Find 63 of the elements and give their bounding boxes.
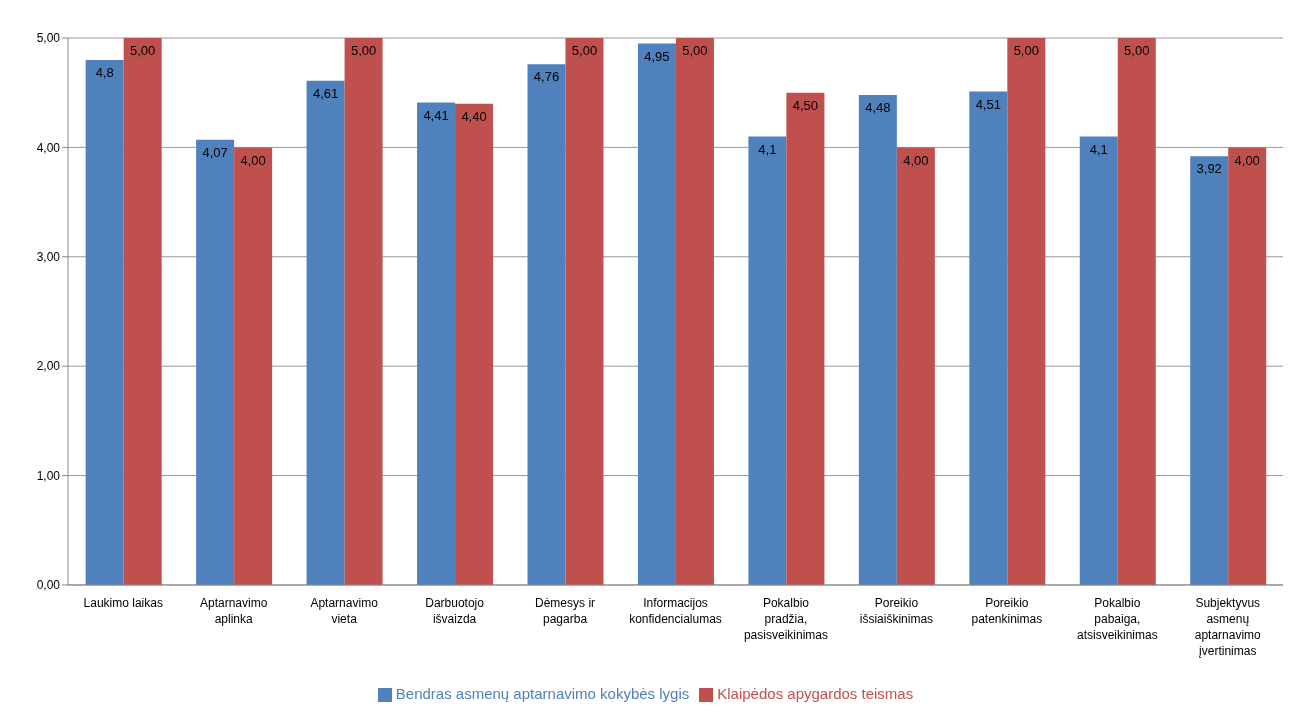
data-label: 5,00 bbox=[350, 43, 377, 59]
bar bbox=[344, 38, 383, 585]
data-label: 4,07 bbox=[202, 144, 228, 160]
data-label: 5,00 bbox=[571, 43, 598, 59]
data-label: 4,00 bbox=[240, 152, 266, 168]
bar bbox=[527, 64, 566, 585]
bar bbox=[1117, 38, 1156, 585]
x-tick-label: Dėmesys ir pagarba bbox=[535, 595, 596, 626]
x-tick-label: Aptarnavimo vieta bbox=[310, 595, 379, 626]
bar bbox=[1079, 136, 1118, 585]
data-label: 4,76 bbox=[533, 69, 560, 85]
bar bbox=[858, 94, 897, 585]
data-label: 4,00 bbox=[1234, 152, 1260, 168]
y-tick-label: 2,00 bbox=[36, 359, 61, 374]
data-label: 4,8 bbox=[95, 65, 114, 81]
bar bbox=[969, 91, 1008, 585]
bar bbox=[417, 102, 456, 585]
bar bbox=[1190, 156, 1229, 585]
data-label: 4,41 bbox=[423, 107, 449, 123]
data-label: 5,00 bbox=[1013, 43, 1039, 59]
bar bbox=[123, 38, 162, 585]
data-label: 4,61 bbox=[312, 85, 339, 101]
x-tick-label: Darbuotojo išvaizda bbox=[425, 595, 485, 626]
x-tick-label: Poreikio išsiaiškinimas bbox=[859, 595, 934, 626]
bar bbox=[234, 147, 273, 585]
data-label: 4,1 bbox=[1089, 141, 1108, 157]
bar bbox=[196, 139, 235, 585]
x-tick-label: Pokalbio pradžia, pasisveikinimas bbox=[743, 595, 828, 642]
bar bbox=[637, 43, 676, 585]
x-tick-label: Pokalbio pabaiga, atsisveikinimas bbox=[1076, 595, 1158, 642]
x-tick-label: Informacijos konfidencialumas bbox=[629, 595, 722, 626]
bar bbox=[455, 103, 494, 585]
data-label: 3,92 bbox=[1196, 161, 1222, 177]
bar bbox=[896, 147, 935, 585]
data-label: 4,40 bbox=[461, 108, 487, 124]
data-label: 5,00 bbox=[1124, 43, 1150, 59]
legend-label: Klaipėdos apygardos teismas bbox=[717, 684, 914, 702]
bar bbox=[786, 92, 825, 585]
bar bbox=[1228, 147, 1267, 585]
x-tick-label: Subjektyvus asmenų aptarnavimo įvertinimas bbox=[1194, 595, 1262, 658]
data-label: 4,00 bbox=[903, 152, 929, 168]
y-tick-label: 5,00 bbox=[36, 31, 61, 46]
bar bbox=[748, 136, 787, 585]
x-tick-label: Aptarnavimo aplinka bbox=[199, 595, 268, 626]
bar bbox=[565, 38, 604, 585]
bar bbox=[306, 80, 345, 585]
y-tick-label: 4,00 bbox=[36, 140, 61, 155]
bar bbox=[85, 59, 124, 585]
x-tick-label: Poreikio patenkinimas bbox=[971, 595, 1043, 626]
legend-label: Bendras asmenų aptarnavimo kokybės lygis bbox=[395, 684, 690, 702]
y-tick-label: 1,00 bbox=[36, 468, 61, 483]
data-label: 4,50 bbox=[792, 97, 819, 113]
data-label: 5,00 bbox=[682, 43, 708, 59]
data-label: 4,95 bbox=[644, 48, 670, 64]
bar bbox=[675, 38, 714, 585]
bar bbox=[1007, 38, 1046, 585]
data-label: 4,48 bbox=[865, 100, 891, 116]
data-label: 4,51 bbox=[975, 96, 1001, 112]
data-label: 4,1 bbox=[758, 141, 777, 157]
data-label: 5,00 bbox=[130, 43, 156, 59]
y-tick-label: 0,00 bbox=[36, 578, 61, 593]
y-tick-label: 3,00 bbox=[36, 250, 61, 265]
x-tick-label: Laukimo laikas bbox=[83, 595, 163, 610]
